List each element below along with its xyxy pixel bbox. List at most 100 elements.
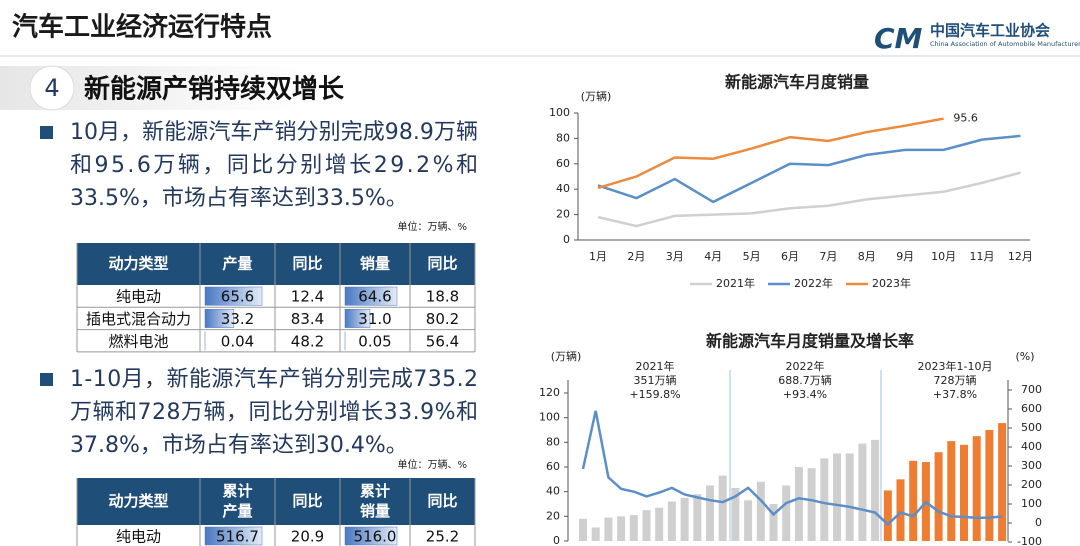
annotation: 688.7万辆 [778,373,832,387]
y2-tick-label: 400 [1021,440,1042,453]
bar [909,460,918,541]
table-cell: 20.9 [291,528,324,546]
data-label: 95.6 [953,112,978,125]
x-tick-label: 10月 [931,250,956,263]
y-tick-label: 100 [539,411,560,424]
annotation: +159.8% [629,388,680,401]
bullet-text: 10月，新能源汽车产销分别完成98.9万辆 [70,120,478,145]
header-cell: 同比 [427,255,457,273]
bar [655,507,664,541]
x-tick-label: 2月 [627,250,645,263]
header-cell: 同比 [427,492,457,510]
header-cell: 产量 [222,255,252,273]
bar [680,497,689,541]
table-cell: 65.6 [221,288,254,306]
axis-unit: (万辆) [581,89,612,103]
x-tick-label: 12月 [1008,250,1033,263]
y-tick-label: 80 [546,435,560,448]
table-cell: 纯电动 [116,288,161,306]
bar [604,517,613,541]
bar [845,453,854,541]
y2-tick-label: 700 [1021,383,1042,396]
table-cell: 48.2 [291,332,324,350]
y-tick-label: 0 [553,534,560,546]
x-tick-label: 3月 [666,250,684,263]
header-cell: 销量 [360,502,390,520]
axis-unit: (万辆) [551,349,582,363]
table-cell: 33.2 [221,310,254,328]
org-name-en: China Association of Automobile Manufact… [930,40,1080,48]
bar [591,527,600,541]
x-tick-label: 7月 [819,250,837,263]
bar [769,504,778,541]
bar [998,423,1007,541]
bullet-text: 37.8%，市场占有率达到30.4%。 [70,433,408,458]
y-tick-label: 60 [546,460,560,473]
series-line [597,134,1021,204]
bar [985,430,994,541]
y-tick-label: 20 [556,208,570,221]
y-tick-label: 40 [546,485,560,498]
x-tick-label: 6月 [781,250,799,263]
bar [960,444,968,541]
table-header [77,243,475,285]
bar [858,443,867,541]
data-bar [204,526,263,546]
annotation: +37.8% [933,388,977,401]
y2-tick-label: 200 [1021,478,1042,491]
section-badge [29,65,75,111]
bar [744,500,753,541]
annotation: +93.4% [783,388,827,401]
header-cell: 同比 [292,255,322,273]
bar [718,475,727,541]
bar [756,481,765,541]
table-cell: 燃料电池 [108,332,168,350]
y-tick-label: 60 [556,157,570,170]
bar [731,487,740,541]
y-tick-label: 100 [549,106,570,119]
table-cell: 31.0 [358,310,391,328]
growth-line [581,410,1003,527]
series-line [597,171,1021,228]
bar [617,516,626,541]
data-bar [344,309,371,328]
annotation: 2021年 [636,359,675,373]
x-tick-label: 11月 [970,250,995,263]
data-bar [204,286,263,306]
bar [706,485,714,541]
bar [794,467,803,541]
table-cell: 12.4 [291,288,324,306]
y2-tick-label: 600 [1021,402,1042,415]
header-cell: 动力类型 [108,255,168,273]
bar [820,458,829,541]
table-cell: 0.05 [358,332,391,350]
header-cell: 累计 [360,482,390,500]
bar [629,515,638,541]
bar [833,453,841,541]
table-cell: 64.6 [358,288,391,306]
header-cell: 产量 [222,502,252,520]
bullet-text: 1-10月，新能源汽车产销分别完成735.2 [70,367,478,392]
table-cell: 80.2 [426,310,459,328]
bullet-marker [40,126,53,139]
x-tick-label: 5月 [743,250,761,263]
y2-tick-label: 300 [1021,459,1042,472]
bar [667,501,676,541]
x-tick-label: 4月 [704,250,722,263]
y2-tick-label: 100 [1021,497,1042,510]
table-cell: 18.8 [426,288,459,306]
table-cell: 纯电动 [116,528,161,546]
y-tick-label: 80 [556,131,570,144]
table-header [77,478,475,525]
bar [642,510,651,541]
data-bar [344,526,398,546]
table-cell: 25.2 [426,528,459,546]
bar [972,436,981,541]
bar [883,490,892,541]
bar [782,485,791,541]
data-bar [344,286,398,306]
header-cell: 累计 [222,482,252,500]
bullet-text: 33.5%，市场占有率达到33.5%。 [70,186,408,211]
table-cell: 516.7 [216,528,259,546]
